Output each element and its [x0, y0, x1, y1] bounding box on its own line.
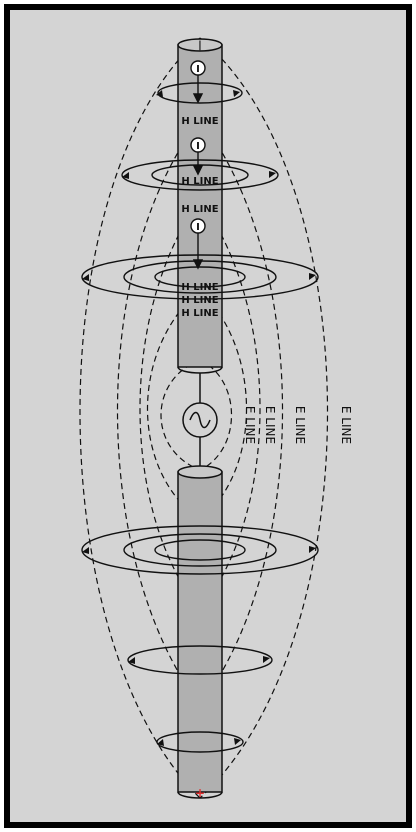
- h-ring: [151, 164, 249, 176]
- h-ring: [156, 741, 244, 753]
- e-field-line-outer-right: [199, 37, 328, 799]
- e-field-line-2-right: [199, 199, 261, 611]
- h-ring: [157, 82, 243, 94]
- h-line-label: H LINE: [181, 116, 218, 127]
- h-ring: [154, 276, 246, 288]
- e-field-line-outer: [79, 37, 201, 799]
- ring-arrowhead: [128, 657, 135, 664]
- ring-arrowhead: [309, 546, 316, 553]
- h-ring: [154, 539, 246, 551]
- current-symbol: I: [196, 64, 200, 75]
- plus-terminal-marker: +: [195, 786, 205, 800]
- h-ring: [127, 659, 273, 675]
- current-symbol: I: [196, 222, 200, 233]
- h-ring: [123, 549, 277, 567]
- h-field-rings-front: [81, 92, 319, 753]
- current-symbol: I: [196, 141, 200, 152]
- h-ring: [127, 645, 273, 661]
- ring-arrowhead: [233, 90, 240, 97]
- ring-arrowhead: [263, 656, 270, 663]
- current-indicators: [190, 60, 206, 270]
- h-line-label: H LINE: [181, 204, 218, 215]
- h-ring: [123, 276, 277, 294]
- ring-arrowhead: [156, 90, 163, 97]
- h-ring: [81, 525, 319, 551]
- current-arrow-2: [190, 137, 206, 176]
- ring-arrowhead: [309, 273, 316, 280]
- h-ring: [121, 159, 279, 176]
- h-ring: [81, 276, 319, 300]
- h-ring: [154, 549, 246, 561]
- top-terminal-mark: |: [198, 40, 202, 51]
- e-line-label: E LINE: [339, 406, 353, 444]
- h-ring: [123, 533, 277, 551]
- e-field-line-inner-right: [199, 359, 232, 471]
- h-ring: [151, 174, 249, 186]
- h-ring: [154, 266, 246, 278]
- h-ring: [121, 174, 279, 191]
- e-line-label: E LINE: [263, 406, 277, 444]
- e-line-label: E LINE: [243, 406, 257, 444]
- h-field-rings-back: [81, 82, 319, 743]
- h-ring: [81, 549, 319, 575]
- current-arrow-1: [190, 60, 206, 104]
- e-field-line-1: [146, 289, 201, 521]
- h-line-label: H LINE: [181, 176, 218, 187]
- e-field-line-2: [139, 199, 201, 611]
- h-line-label: H LINE: [181, 295, 218, 306]
- h-ring: [81, 254, 319, 278]
- current-arrow-3: [190, 218, 206, 270]
- ring-arrowhead: [82, 274, 89, 281]
- h-line-label: H LINE: [181, 308, 218, 319]
- current-symbols: I I I: [196, 64, 200, 233]
- ring-arrowhead: [122, 172, 129, 179]
- ring-arrowhead: [82, 547, 89, 554]
- e-line-labels: E LINE E LINE E LINE E LINE: [243, 406, 353, 444]
- ac-source: [182, 402, 218, 438]
- ring-arrowhead: [234, 738, 241, 745]
- ring-arrowhead: [157, 739, 164, 746]
- e-field-line-inner: [160, 359, 201, 471]
- h-ring: [157, 92, 243, 104]
- lower-conductor: [177, 465, 223, 799]
- ring-arrowhead: [269, 171, 276, 178]
- h-ring-arrowheads: [82, 90, 316, 746]
- e-line-label: E LINE: [293, 406, 307, 444]
- h-ring: [156, 731, 244, 743]
